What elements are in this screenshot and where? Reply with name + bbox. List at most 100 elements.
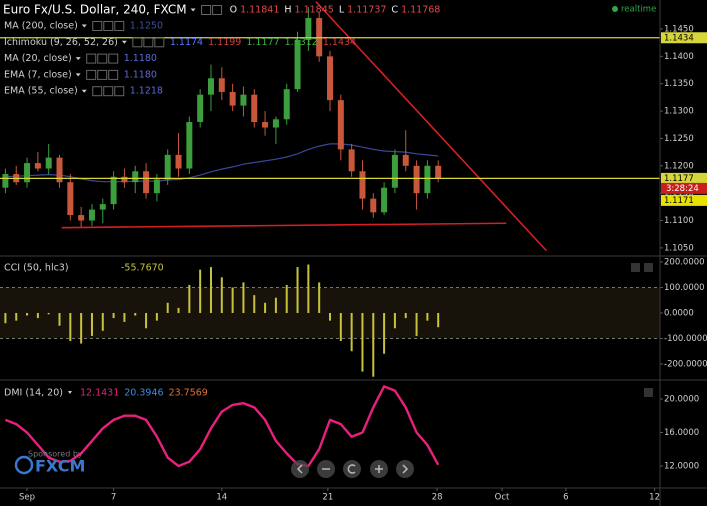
y-tick-label: 100.0000 [664,283,705,293]
indicator-value: 1.1180 [124,53,157,64]
zoom-glyphs [296,464,409,474]
ohlc-key: H [284,5,291,16]
cci-bar [274,297,277,313]
dropdown-caret [81,89,87,93]
ohlc-value: 1.11768 [401,5,440,16]
grid-layer [0,286,660,339]
candle-body [348,149,355,172]
candle-body [370,198,377,213]
cci-bar [155,312,158,321]
panel-button[interactable] [644,388,653,397]
glyph [402,464,409,474]
candle-body [2,174,9,188]
glyph [375,465,383,473]
cci-bar [58,312,61,326]
indicator-name: EMA (55, close) [4,86,78,97]
sponsor-logo: Sponsored by FXCM [14,450,85,476]
x-tick-label: Sep [19,493,35,503]
price-tag-label: 1.1171 [664,196,694,206]
candle-body [24,163,31,183]
dropdown-caret [121,40,127,44]
cci-bar [69,312,72,342]
icon-button [103,21,114,31]
icon-button [86,69,97,80]
cci-bar [166,302,169,313]
panel-readout: -55.7670 [121,263,164,274]
candle-body [327,56,333,101]
candle-body [402,154,409,166]
panel-button[interactable] [644,263,653,272]
candle-body [391,154,398,188]
cci-bar [134,312,137,316]
candle-body [272,119,279,128]
cci-bar [26,312,29,316]
icon-button [86,53,97,64]
dropdown-caret [67,391,72,394]
indicator-value: 1.1177 [246,37,279,48]
cci-bar [209,267,212,313]
icon-button [108,69,119,80]
indicator-name: EMA (7, close) [4,69,72,80]
dropdown-caret [75,57,81,61]
indicator-name: Ichimoku (9, 26, 52, 26) [4,37,118,48]
candle-body [337,100,344,150]
cci-bar [242,282,245,313]
cci-bar [296,267,299,313]
candle-body [197,94,204,123]
cci-bar [264,302,267,313]
x-tick-label: 12 [649,493,660,503]
ohlc-value: 1.11737 [347,5,386,16]
candle-body [262,122,269,128]
icon-button [92,86,103,97]
y-tick-label: -200.0000 [664,359,707,369]
candle-body [175,154,182,169]
y-tick-label: 200.0000 [664,258,705,268]
price-tag-label: 1.1177 [664,174,694,184]
cci-bar [437,312,440,328]
cci-bar [404,312,407,319]
candle-body [424,165,431,194]
candle-body [99,204,106,210]
y-tick-label: 1.1300 [664,107,694,117]
status-dot [612,6,618,12]
cci-bar [415,312,418,336]
y-tick-label: 1.1250 [664,134,694,144]
scroll-left-button[interactable] [291,460,309,478]
indicator-name: MA (200, close) [4,21,78,32]
candle-body [78,215,85,221]
candle-body [110,176,117,205]
x-tick-label: 14 [216,493,227,503]
reset-button[interactable] [343,460,361,478]
cci-bar [123,312,126,322]
status: realtime [621,5,656,15]
y-tick-label: 1.1350 [664,79,694,89]
ohlc-key: C [391,5,398,16]
cci-bar [177,307,180,313]
dropdown-caret [190,8,196,12]
candle-body [240,94,247,106]
logo-icon [14,455,34,475]
icon-button [212,5,223,15]
icon-button [108,53,119,64]
indicator-value: 1.1218 [130,86,163,97]
cci-bar [4,312,7,324]
price-tag [661,32,707,44]
cci-bar [285,284,288,313]
scroll-right-button[interactable] [396,460,414,478]
candle-body [283,89,290,120]
indicator-value: 1.1434 [323,37,356,48]
y-tick-label: 1.1400 [664,52,694,62]
panel-button[interactable] [631,263,640,272]
icon-button [154,37,165,48]
cci-bar [80,312,83,344]
candle-body [164,154,171,180]
panel-readout: 20.3946 [124,388,163,399]
candle-body [67,182,74,216]
candle-body [186,122,193,169]
price-tag [661,172,707,184]
price-tag [661,194,707,206]
candle-body [381,187,388,213]
